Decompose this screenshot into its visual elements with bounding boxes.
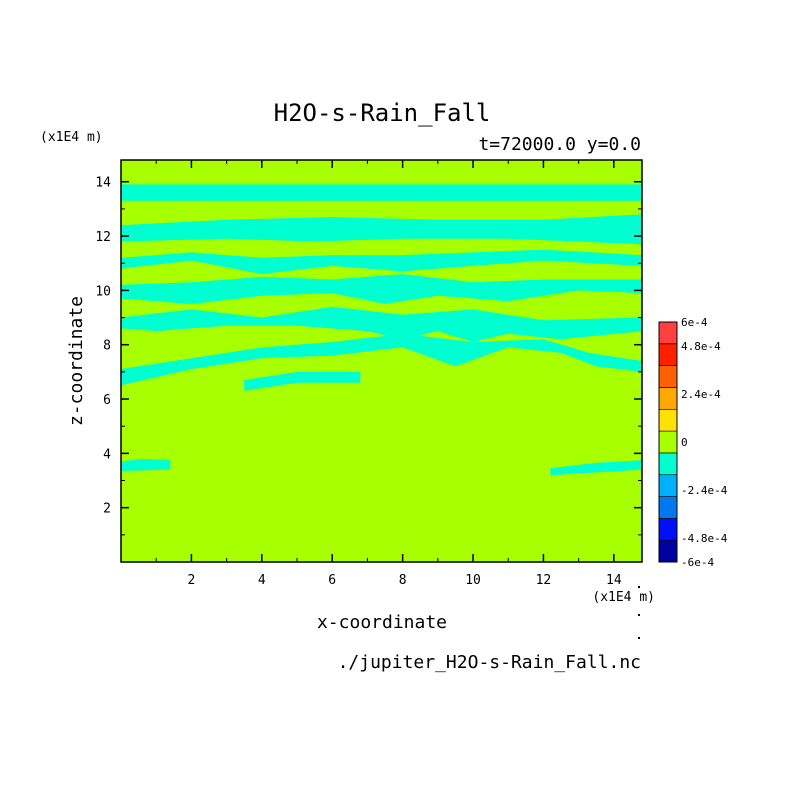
contour-band-2	[121, 249, 642, 275]
contour-band-8	[550, 460, 642, 476]
y-tick-label: 2	[103, 502, 111, 517]
contour-band-1	[121, 214, 642, 245]
colorbar-label: -6e-4	[681, 556, 714, 569]
footer-filename: ./jupiter_H2O-s-Rain_Fall.nc	[338, 652, 641, 673]
y-tick-label: 14	[95, 176, 111, 191]
marker-dots	[638, 586, 640, 639]
x-tick-label: 2	[187, 573, 195, 588]
contour-band-6	[244, 371, 361, 391]
x-tick-label: 6	[328, 573, 336, 588]
colorbar: 6e-4 4.8e-4 2.4e-4 0 -2.4e-4 -4.8e-4 -6e-4	[658, 316, 728, 569]
y-tick-label: 12	[95, 230, 111, 245]
y-tick-label: 10	[95, 284, 111, 299]
colorbar-swatch	[658, 430, 678, 454]
y-tick-label: 4	[103, 447, 111, 462]
colorbar-swatch	[658, 321, 678, 345]
x-axis-label: x-coordinate	[317, 612, 447, 633]
chart-title: H2O-s-Rain_Fall	[274, 99, 491, 127]
plot-area	[120, 159, 643, 563]
colorbar-label: 4.8e-4	[681, 340, 721, 353]
colorbar-label: 0	[681, 436, 688, 449]
x-unit-label: (x1E4 m)	[592, 590, 655, 605]
colorbar-swatch	[658, 408, 678, 432]
y-tick-label: 8	[103, 339, 111, 354]
colorbar-swatch	[658, 474, 678, 497]
colorbar-swatch	[658, 496, 678, 519]
x-tick-label: 8	[399, 573, 407, 588]
x-tick-label: 10	[465, 573, 481, 588]
contour-band-4	[121, 306, 642, 342]
x-tick-label: 12	[536, 573, 552, 588]
colorbar-swatch	[658, 539, 678, 563]
z-unit-label: (x1E4 m)	[40, 130, 103, 145]
x-tick-label: 4	[258, 573, 266, 588]
x-tick-label: 14	[606, 573, 622, 588]
contour-band-3	[121, 274, 642, 304]
colorbar-label: 6e-4	[681, 316, 708, 329]
colorbar-label: -4.8e-4	[681, 532, 728, 545]
colorbar-swatch	[658, 518, 678, 541]
colorbar-label: -2.4e-4	[681, 484, 728, 497]
y-axis-label: z-coordinate	[66, 296, 87, 426]
colorbar-swatch	[658, 387, 678, 410]
contour-band-0	[121, 184, 642, 201]
colorbar-label: 2.4e-4	[681, 388, 721, 401]
contour-band-5	[121, 333, 642, 386]
colorbar-swatch	[658, 452, 678, 476]
colorbar-swatch	[658, 343, 678, 366]
colorbar-frame	[658, 321, 678, 563]
plot-frame	[120, 159, 643, 563]
chart-subtitle: t=72000.0 y=0.0	[478, 134, 641, 155]
contour-band-7	[121, 458, 171, 471]
colorbar-swatch	[658, 365, 678, 388]
y-tick-label: 6	[103, 393, 111, 408]
